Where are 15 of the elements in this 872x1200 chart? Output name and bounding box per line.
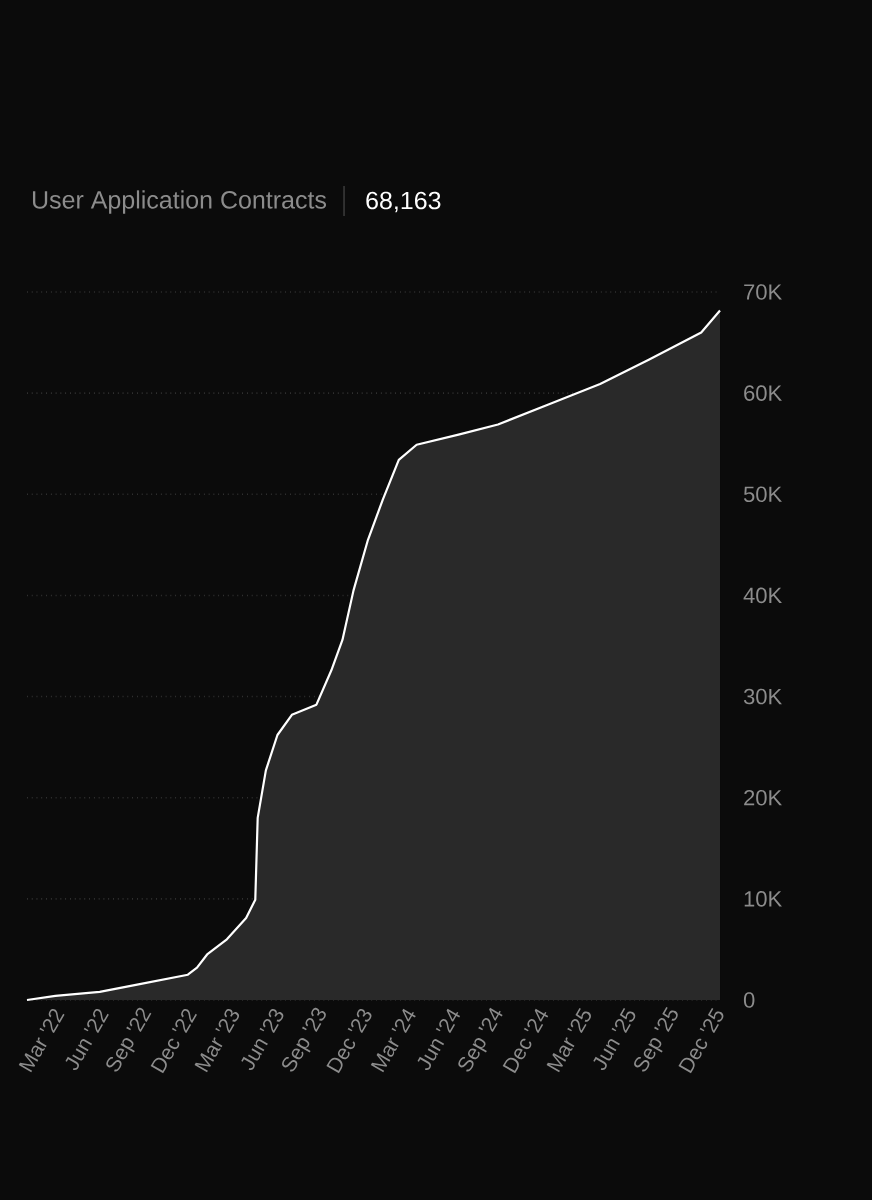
y-tick-label: 70K	[744, 284, 782, 300]
x-tick-label: Mar '22	[18, 1008, 65, 1073]
x-tick-label: Sep '23	[282, 1007, 326, 1072]
y-tick-label: 30K	[743, 688, 782, 705]
x-tick-label: Dec '23	[326, 1008, 372, 1074]
x-tick-label: Sep '25	[634, 1006, 678, 1072]
y-tick-label: 0	[743, 992, 755, 1008]
y-tick-label: 20K	[744, 789, 782, 806]
y-tick-label: 40K	[743, 587, 782, 604]
x-tick-label: Dec '25	[678, 1008, 724, 1074]
y-tick-label: 60K	[744, 385, 782, 401]
chart-subtitle: 68,163	[366, 191, 441, 213]
y-tick-label: 10K	[744, 891, 782, 907]
y-tick-label: 50K	[743, 486, 782, 503]
chart-title: User Application Contracts	[32, 190, 327, 214]
